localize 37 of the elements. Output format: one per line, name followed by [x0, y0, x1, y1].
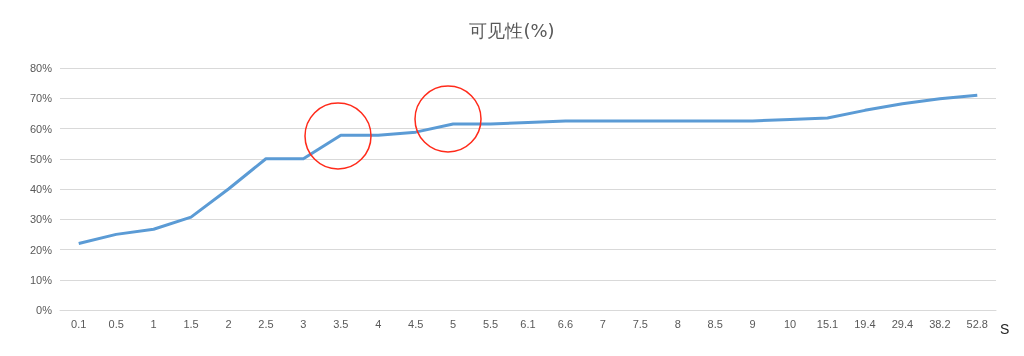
x-tick-label: 5 [450, 317, 457, 330]
x-axis-title: S [1000, 321, 1010, 337]
y-tick-label: 50% [29, 152, 53, 165]
y-tick-label: 30% [29, 213, 53, 226]
x-tick-label: 52.8 [966, 317, 988, 330]
y-tick-label: 10% [29, 273, 53, 286]
y-tick-label: 20% [29, 243, 53, 256]
x-tick-label: 9 [749, 317, 756, 330]
y-tick-label: 60% [29, 122, 53, 135]
x-tick-label: 8 [674, 317, 681, 330]
x-tick-label: 6.1 [520, 317, 536, 330]
x-tick-label: 3.5 [333, 317, 349, 330]
x-tick-label: 8.5 [707, 317, 723, 330]
y-tick-label: 40% [29, 183, 53, 195]
x-tick-label: 2 [225, 317, 232, 330]
x-tick-label: 4.5 [408, 317, 424, 330]
x-tick-label: 38.2 [929, 317, 951, 330]
x-tick-label: 7.5 [632, 317, 648, 330]
x-tick-label: 3 [300, 317, 307, 330]
chart-title: 可见性(%) [469, 19, 555, 41]
x-tick-label: 7 [599, 317, 606, 330]
x-tick-label: 0.1 [71, 317, 87, 330]
x-tick-label: 5.5 [482, 317, 499, 330]
x-tick-label: 15.1 [816, 317, 839, 330]
x-tick-label: 19.4 [854, 317, 876, 330]
line-series [77, 93, 979, 245]
x-tick-label: 10 [783, 317, 797, 330]
x-tick-label: 4 [375, 317, 382, 330]
y-tick-label: 0% [36, 304, 53, 316]
y-tick-label: 70% [29, 92, 53, 105]
y-tick-label: 80% [29, 62, 53, 74]
x-tick-label: 6.6 [557, 317, 574, 330]
x-tick-label: 0.5 [108, 317, 124, 330]
x-tick-label: 2.5 [258, 317, 274, 330]
x-tick-label: 29.4 [891, 317, 914, 330]
x-tick-label: 1.5 [183, 317, 199, 330]
x-tick-label: 1 [150, 317, 157, 330]
